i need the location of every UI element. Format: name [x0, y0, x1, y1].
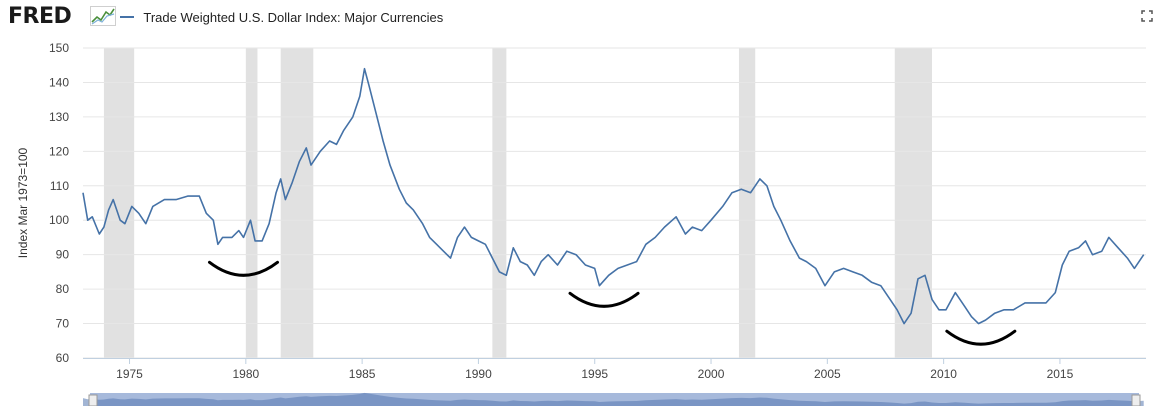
- chart-header: FRED Trade Weighted U.S. Dollar Index: M…: [0, 0, 1165, 36]
- y-tick-label: 130: [49, 110, 69, 124]
- fred-logo-chart-icon: [90, 6, 116, 26]
- recession-band: [492, 48, 507, 358]
- x-tick-label: 1980: [232, 367, 259, 381]
- recession-band: [738, 48, 756, 358]
- fred-logo[interactable]: FRED: [8, 4, 72, 29]
- y-tick-label: 60: [56, 351, 70, 365]
- plot-background: [83, 48, 1146, 358]
- recession-band: [280, 48, 314, 358]
- trough-annotation-arc: [568, 291, 640, 308]
- y-tick-label: 70: [56, 317, 70, 331]
- y-tick-label: 140: [49, 75, 69, 89]
- x-tick-label: 1975: [116, 367, 143, 381]
- x-tick-label: 2000: [698, 367, 725, 381]
- fullscreen-icon[interactable]: [1141, 10, 1153, 22]
- trough-annotation-arc: [945, 329, 1017, 346]
- x-tick-label: 1995: [581, 367, 608, 381]
- y-tick-label: 120: [49, 144, 69, 158]
- recession-band: [894, 48, 933, 358]
- y-tick-label: 100: [49, 213, 69, 227]
- y-tick-label: 110: [50, 179, 69, 193]
- legend-swatch: [120, 15, 134, 18]
- x-tick-label: 1990: [465, 367, 492, 381]
- recession-band: [103, 48, 135, 358]
- recession-band: [245, 48, 258, 358]
- x-tick-label: 2015: [1047, 367, 1074, 381]
- series-line[interactable]: [82, 67, 1145, 325]
- legend-label: Trade Weighted U.S. Dollar Index: Major …: [143, 10, 444, 25]
- y-tick-label: 80: [56, 282, 70, 296]
- navigator-handle-left[interactable]: [88, 394, 98, 406]
- navigator-handle-right[interactable]: [1131, 394, 1141, 406]
- x-tick-label: 2005: [814, 367, 841, 381]
- trough-annotation-arc: [207, 260, 279, 277]
- y-axis-label: Index Mar 1973=100: [16, 147, 30, 258]
- y-tick-label: 150: [49, 41, 69, 55]
- chart-legend[interactable]: Trade Weighted U.S. Dollar Index: Major …: [120, 10, 443, 25]
- navigator-series: [83, 392, 1144, 406]
- x-tick-label: 2010: [930, 367, 957, 381]
- y-tick-label: 90: [56, 248, 70, 262]
- x-tick-label: 1985: [349, 367, 376, 381]
